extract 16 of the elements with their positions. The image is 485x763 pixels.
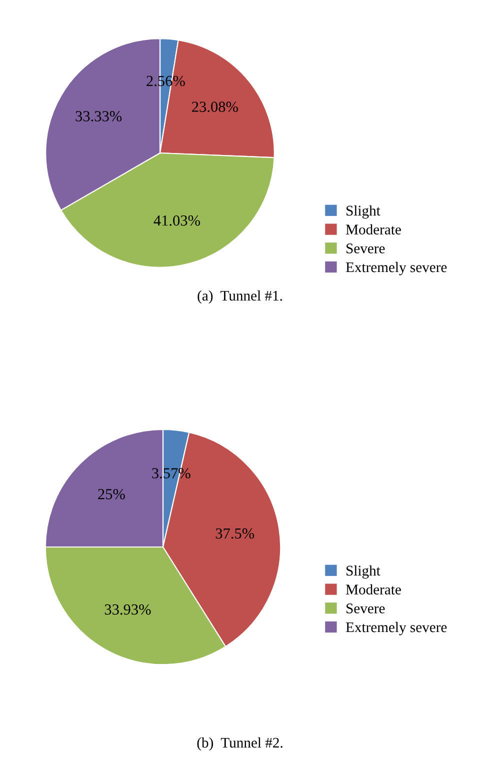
legend-label: Moderate bbox=[346, 584, 401, 594]
legend-label: Extremely severe bbox=[346, 262, 447, 276]
text: (b) Tunnel #2. bbox=[197, 737, 282, 751]
legend-label: Slight bbox=[346, 565, 380, 579]
data-label: 33.93% bbox=[104, 604, 151, 615]
text: (a) Tunnel #1. bbox=[198, 290, 282, 304]
legend-label: Severe bbox=[346, 604, 385, 614]
data-label: 33.33% bbox=[76, 111, 122, 122]
legend-label: Slight bbox=[346, 205, 380, 219]
data-label: 37.5% bbox=[216, 528, 254, 539]
legend-label: Extremely severe bbox=[346, 622, 447, 636]
data-label: 41.03% bbox=[154, 215, 200, 226]
legend-label: Severe bbox=[346, 244, 385, 254]
legend-label: Moderate bbox=[346, 224, 401, 234]
data-label: 23.08% bbox=[192, 102, 238, 112]
data-label: 25% bbox=[98, 488, 125, 500]
